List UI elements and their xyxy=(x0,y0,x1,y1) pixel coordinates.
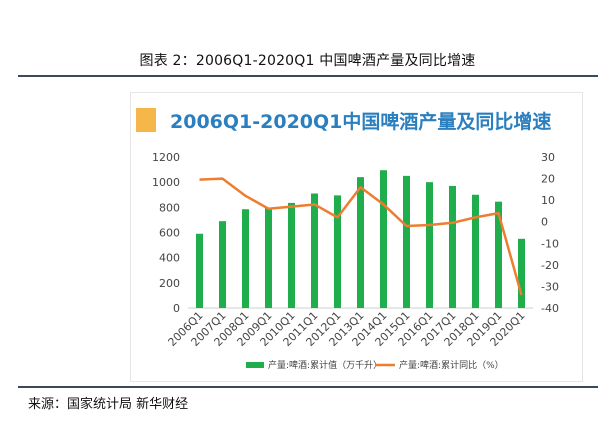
y-left-tick-label: 0 xyxy=(173,302,180,315)
y-right-tick-label: -40 xyxy=(541,302,559,315)
bar xyxy=(311,193,318,308)
legend-label-bar: 产量:啤酒:累计值（万千升） xyxy=(268,359,382,371)
y-right-tick-label: -20 xyxy=(541,259,559,272)
bar xyxy=(518,238,525,308)
y-left-tick-label: 1000 xyxy=(152,176,180,189)
bar xyxy=(242,209,249,308)
bar xyxy=(426,182,433,308)
chart-panel xyxy=(130,92,583,382)
y-right-tick-label: 0 xyxy=(541,216,548,229)
bar xyxy=(196,233,203,308)
bar xyxy=(288,202,295,308)
chart-title: 2006Q1-2020Q1中国啤酒产量及同比增速 xyxy=(170,111,552,133)
y-right-tick-label: 20 xyxy=(541,173,555,186)
legend-label-line: 产量:啤酒:累计同比（%） xyxy=(399,359,504,371)
bar xyxy=(403,175,410,308)
y-left-tick-label: 200 xyxy=(159,277,180,290)
y-left-tick-label: 1200 xyxy=(152,151,180,164)
y-left-tick-label: 400 xyxy=(159,252,180,265)
y-right-tick-label: -10 xyxy=(541,237,559,250)
bar xyxy=(472,194,479,308)
y-left-tick-label: 800 xyxy=(159,201,180,214)
source-note: 来源：国家统计局 新华财经 xyxy=(28,397,189,412)
top-rule xyxy=(18,75,598,77)
y-right-tick-label: 10 xyxy=(541,194,555,207)
bar xyxy=(334,195,341,308)
y-right-tick-label: 30 xyxy=(541,151,555,164)
title-accent-block xyxy=(136,108,156,132)
bar xyxy=(380,170,387,308)
y-right-tick-label: -30 xyxy=(541,280,559,293)
y-left-tick-label: 600 xyxy=(159,227,180,240)
bar xyxy=(495,201,502,308)
bar xyxy=(357,177,364,308)
bar xyxy=(219,221,226,308)
figure-caption: 图表 2：2006Q1-2020Q1 中国啤酒产量及同比增速 xyxy=(139,53,476,69)
legend-swatch-bar xyxy=(246,362,264,368)
bar xyxy=(265,207,272,308)
bar xyxy=(449,185,456,308)
bottom-rule xyxy=(18,386,598,388)
